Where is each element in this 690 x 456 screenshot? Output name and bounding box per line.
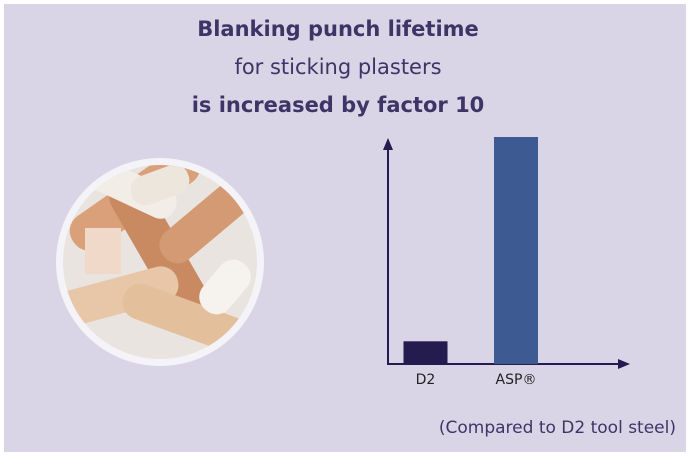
plasters-photo (56, 158, 264, 366)
x-tick-label: ASP® (496, 372, 537, 388)
title-line: is increased by factor 10 (192, 93, 485, 117)
x-tick-label: D2 (416, 372, 436, 388)
note: (Compared to D2 tool steel) (439, 418, 676, 438)
title-line: for sticking plasters (234, 55, 441, 79)
bar (403, 341, 448, 364)
bar (494, 137, 538, 364)
title-line: Blanking punch lifetime (197, 17, 479, 41)
